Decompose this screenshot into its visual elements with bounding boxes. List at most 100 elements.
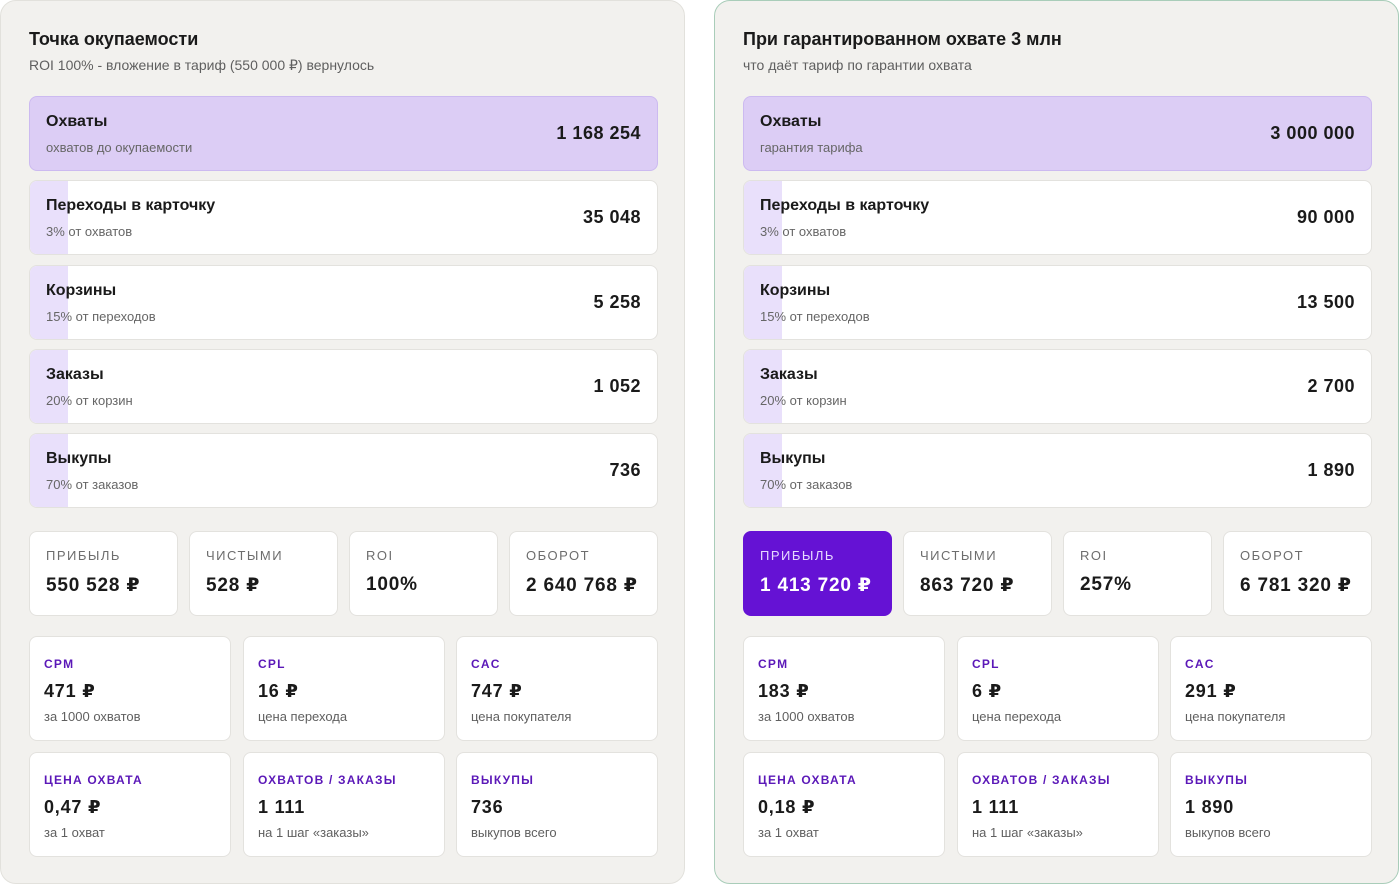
panel-title: Точка окупаемости [29, 29, 199, 49]
row-title: Заказы [760, 366, 818, 383]
row-subtitle: 15% от переходов [46, 309, 156, 324]
kpi-value: 863 720 ₽ [920, 575, 1015, 596]
funnel-bar [30, 181, 68, 254]
row-value: 1 168 254 [556, 123, 641, 143]
metric-subtitle: выкупов всего [1185, 825, 1271, 840]
kpi-turnover: ОБОРОТ 6 781 320 ₽ [1223, 531, 1372, 616]
funnel-bar [744, 181, 782, 254]
funnel-bar [744, 266, 782, 339]
metric-subtitle: цена покупателя [1185, 709, 1286, 724]
metric-subtitle: цена перехода [972, 709, 1062, 724]
row-title: Заказы [46, 366, 104, 383]
funnel-row-orders: Заказы 20% от корзин 2 700 [743, 349, 1372, 424]
metric-cac: CAC 747 ₽ цена покупателя [456, 636, 658, 741]
metric-reach-per-order: ОХВАТОВ / ЗАКАЗЫ 1 111 на 1 шаг «заказы» [957, 752, 1159, 857]
metric-label: CPM [44, 657, 75, 671]
kpi-net: ЧИСТЫМИ 863 720 ₽ [903, 531, 1052, 616]
row-value: 13 500 [1296, 292, 1355, 312]
panel-title: При гарантированном охвате 3 млн [743, 29, 1062, 49]
row-subtitle: 3% от охватов [760, 224, 847, 239]
kpi-value: 257% [1080, 574, 1132, 595]
metric-subtitle: за 1 охват [758, 825, 819, 840]
kpi-label: ЧИСТЫМИ [920, 548, 998, 563]
metric-cpm: CPM 471 ₽ за 1000 охватов [29, 636, 231, 741]
kpi-label: ROI [366, 548, 394, 563]
row-subtitle: 20% от корзин [760, 393, 847, 408]
kpi-value: 100% [366, 574, 418, 595]
metric-value: 16 ₽ [258, 681, 299, 701]
funnel-bar [744, 434, 782, 507]
row-title: Переходы в карточку [760, 197, 930, 214]
kpi-label: ОБОРОТ [1240, 548, 1305, 563]
kpi-roi: ROI 257% [1063, 531, 1212, 616]
kpi-label: ЧИСТЫМИ [206, 548, 284, 563]
metric-cpm: CPM 183 ₽ за 1000 охватов [743, 636, 945, 741]
funnel-bar [30, 266, 68, 339]
metric-buyouts: ВЫКУПЫ 1 890 выкупов всего [1170, 752, 1372, 857]
metric-cac: CAC 291 ₽ цена покупателя [1170, 636, 1372, 741]
row-subtitle: 70% от заказов [760, 477, 853, 492]
funnel-row-clicks: Переходы в карточку 3% от охватов 35 048 [29, 180, 658, 255]
metric-subtitle: цена перехода [258, 709, 348, 724]
metric-value: 1 111 [258, 797, 306, 817]
kpi-value: 6 781 320 ₽ [1240, 575, 1352, 596]
metric-label: ОХВАТОВ / ЗАКАЗЫ [972, 773, 1111, 787]
metric-value: 1 111 [972, 797, 1020, 817]
row-title: Выкупы [46, 450, 112, 467]
metric-value: 183 ₽ [758, 681, 810, 701]
row-subtitle: 15% от переходов [760, 309, 870, 324]
kpi-label: ROI [1080, 548, 1108, 563]
metric-subtitle: выкупов всего [471, 825, 557, 840]
funnel-row-buyouts: Выкупы 70% от заказов 1 890 [743, 433, 1372, 508]
panel-break-even: Точка окупаемости ROI 100% - вложение в … [0, 0, 685, 884]
funnel-row-clicks: Переходы в карточку 3% от охватов 90 000 [743, 180, 1372, 255]
row-subtitle: 3% от охватов [46, 224, 133, 239]
row-value: 1 890 [1307, 460, 1355, 480]
kpi-profit: ПРИБЫЛЬ 1 413 720 ₽ [743, 531, 892, 616]
metric-buyouts: ВЫКУПЫ 736 выкупов всего [456, 752, 658, 857]
row-title: Переходы в карточку [46, 197, 216, 214]
kpi-label: ПРИБЫЛЬ [760, 548, 835, 563]
metric-value: 471 ₽ [44, 681, 96, 701]
row-subtitle: охватов до окупаемости [46, 140, 193, 155]
row-value: 736 [609, 460, 641, 480]
kpi-net: ЧИСТЫМИ 528 ₽ [189, 531, 338, 616]
metric-label: CAC [471, 657, 501, 671]
metric-subtitle: за 1 охват [44, 825, 105, 840]
kpi-value: 528 ₽ [206, 575, 261, 596]
metric-subtitle: цена покупателя [471, 709, 572, 724]
row-title: Выкупы [760, 450, 826, 467]
row-value: 5 258 [593, 292, 641, 312]
metric-value: 747 ₽ [471, 681, 523, 701]
funnel-row-carts: Корзины 15% от переходов 13 500 [743, 265, 1372, 340]
metric-value: 291 ₽ [1185, 681, 1237, 701]
metric-label: ВЫКУПЫ [1185, 773, 1249, 787]
metric-label: ЦЕНА ОХВАТА [44, 773, 143, 787]
row-subtitle: 70% от заказов [46, 477, 139, 492]
row-title: Корзины [46, 282, 117, 299]
metric-subtitle: за 1000 охватов [758, 709, 855, 724]
funnel-row-reach: Охваты гарантия тарифа 3 000 000 [743, 96, 1372, 171]
kpi-roi: ROI 100% [349, 531, 498, 616]
kpi-value: 1 413 720 ₽ [760, 575, 872, 596]
row-value: 35 048 [582, 207, 641, 227]
row-title: Корзины [760, 282, 831, 299]
metric-cpl: CPL 6 ₽ цена перехода [957, 636, 1159, 741]
metric-subtitle: на 1 шаг «заказы» [972, 825, 1083, 840]
metric-label: CPL [972, 657, 1000, 671]
metric-reach-price: ЦЕНА ОХВАТА 0,18 ₽ за 1 охват [743, 752, 945, 857]
kpi-profit: ПРИБЫЛЬ 550 528 ₽ [29, 531, 178, 616]
row-subtitle: гарантия тарифа [760, 140, 863, 155]
row-value: 2 700 [1307, 376, 1355, 396]
row-title: Охваты [760, 113, 822, 130]
row-value: 3 000 000 [1270, 123, 1355, 143]
kpi-value: 550 528 ₽ [46, 575, 141, 596]
metric-reach-per-order: ОХВАТОВ / ЗАКАЗЫ 1 111 на 1 шаг «заказы» [243, 752, 445, 857]
funnel-row-reach: Охваты охватов до окупаемости 1 168 254 [29, 96, 658, 171]
metric-label: CAC [1185, 657, 1215, 671]
row-value: 90 000 [1296, 207, 1355, 227]
row-value: 1 052 [593, 376, 641, 396]
row-title: Охваты [46, 113, 108, 130]
metric-label: CPM [758, 657, 789, 671]
metric-label: ВЫКУПЫ [471, 773, 535, 787]
